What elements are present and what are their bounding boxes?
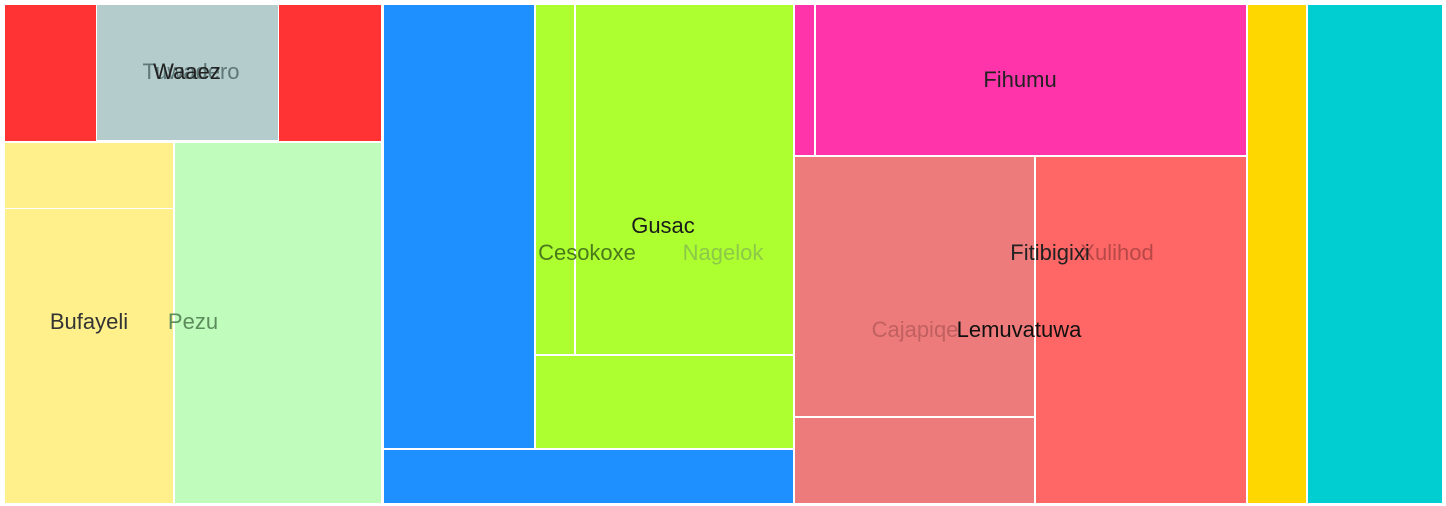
treemap-cell-gold — [1247, 4, 1307, 504]
treemap-cell-xulihod — [1035, 156, 1247, 504]
treemap-cell-blue-bottom — [383, 449, 794, 504]
treemap-cell-teal — [1307, 4, 1443, 504]
treemap-cell-gray-block — [96, 4, 279, 141]
treemap-cell-bufayeli — [4, 208, 174, 504]
treemap-cell-pezu — [174, 142, 382, 504]
treemap-cell-fihumu — [815, 4, 1247, 156]
treemap-cell-cajapiqe — [794, 156, 1035, 417]
treemap-cell-salmon-bottom — [794, 417, 1035, 504]
treemap-cell-lime-bottom — [535, 355, 794, 449]
treemap-cell-magenta-strip — [794, 4, 815, 156]
treemap-cell-cesokoxe — [535, 4, 575, 355]
treemap-cell-yellow-top — [4, 142, 174, 209]
treemap-cell-blue-tall — [383, 4, 535, 449]
treemap-cell-nagelok — [575, 4, 794, 355]
